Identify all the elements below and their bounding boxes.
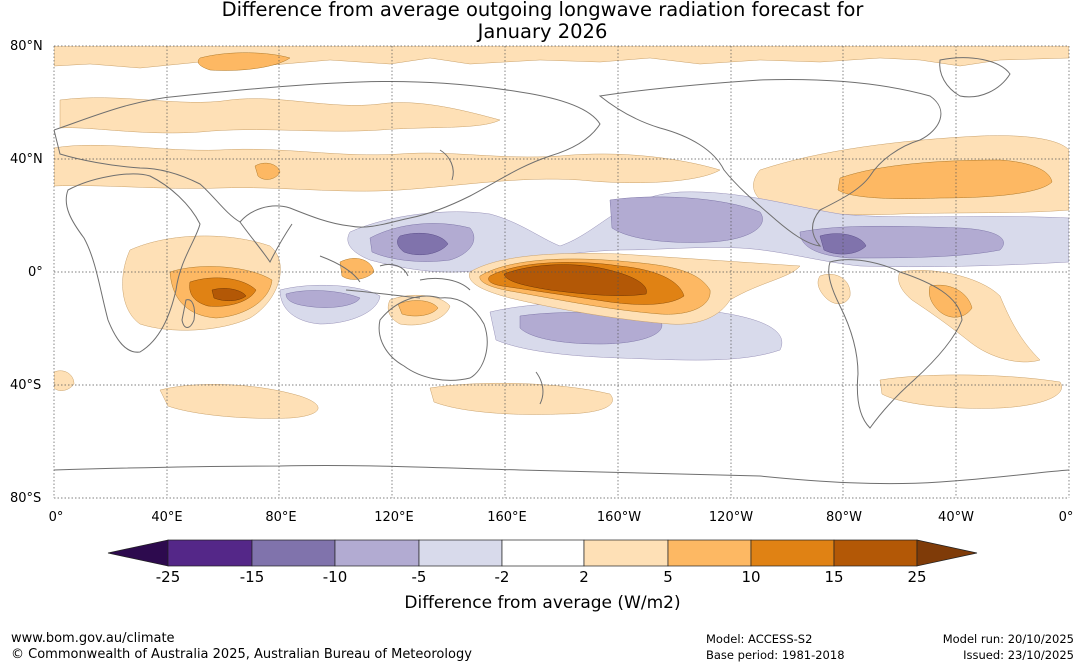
colorbar-swatch	[418, 539, 503, 567]
colorbar	[107, 539, 978, 567]
lon-label: 120°E	[374, 510, 414, 525]
anomaly-region	[159, 384, 319, 419]
coastline-australia	[378, 295, 488, 381]
coastline-antarctica	[54, 464, 1069, 485]
chart-title-line1: Difference from average outgoing longwav…	[221, 0, 864, 21]
colorbar-tick: -5	[411, 568, 427, 586]
colorbar-tick: -2	[494, 568, 510, 586]
colorbar-tick: 2	[579, 568, 589, 586]
lat-label: 80°S	[10, 491, 42, 506]
colorbar-tick: -25	[155, 568, 181, 586]
anomaly-field	[54, 46, 1069, 498]
coastline-north-america	[598, 79, 942, 247]
anomaly-region	[211, 288, 247, 301]
colorbar-extend-max	[916, 539, 978, 567]
colorbar-tick: 25	[907, 568, 927, 586]
anomaly-region	[254, 162, 281, 180]
anomaly-region	[54, 370, 75, 391]
lat-label: 80°N	[10, 39, 43, 54]
anomaly-region	[397, 300, 439, 317]
colorbar-tick: 15	[824, 568, 844, 586]
anomaly-region	[397, 233, 449, 255]
footer-model: Model: ACCESS-S2	[706, 632, 813, 646]
colorbar-tick: 10	[741, 568, 761, 586]
colorbar-tick: 5	[663, 568, 673, 586]
colorbar-swatch	[583, 539, 669, 567]
lon-label: 120°W	[708, 510, 754, 525]
coastline-greenland	[939, 57, 1011, 98]
anomaly-region	[503, 264, 647, 296]
footer-copyright: © Commonwealth of Australia 2025, Austra…	[11, 647, 472, 662]
anomaly-region	[429, 382, 613, 415]
lon-label: 160°E	[487, 510, 527, 525]
coastline-south-america	[828, 259, 963, 429]
lon-label: 80°E	[265, 510, 297, 525]
lon-label: 160°W	[596, 510, 642, 525]
coastline-new-zealand	[535, 371, 544, 405]
colorbar-tick: -10	[322, 568, 348, 586]
anomaly-region	[54, 46, 1069, 69]
colorbar-label: Difference from average (W/m2)	[404, 593, 681, 613]
lon-label: 80°W	[826, 510, 862, 525]
coastline-new-guinea	[419, 277, 471, 291]
footer-model-run: Model run: 20/10/2025	[942, 632, 1074, 646]
graticule	[53, 45, 1070, 499]
lon-label: 40°E	[151, 510, 183, 525]
anomaly-region	[54, 144, 721, 192]
colorbar-swatch	[833, 539, 918, 567]
coastline-africa	[65, 173, 201, 353]
lon-label: 0°	[48, 510, 64, 525]
colorbar-swatch	[750, 539, 835, 567]
coastline-japan	[439, 149, 454, 181]
anomaly-region	[879, 374, 1062, 409]
anomaly-region	[609, 196, 763, 243]
footer-issued: Issued: 23/10/2025	[963, 648, 1074, 662]
footer-url: www.bom.gov.au/climate	[11, 631, 175, 646]
coastline-madagascar	[181, 299, 195, 328]
anomaly-region	[817, 274, 851, 304]
lon-label: 40°W	[938, 510, 974, 525]
coastline-eurasia	[54, 80, 601, 228]
anomaly-region	[285, 290, 361, 308]
lat-label: 40°S	[10, 378, 42, 393]
lat-label: 0°	[28, 265, 43, 280]
lon-label: 0°	[1058, 510, 1074, 525]
footer-base-period: Base period: 1981-2018	[706, 648, 845, 662]
coastline-india	[239, 221, 293, 263]
anomaly-region	[197, 52, 291, 71]
anomaly-region	[819, 233, 867, 255]
colorbar-extend-min	[107, 539, 169, 567]
colorbar-swatch	[667, 539, 752, 567]
coastlines	[54, 57, 1069, 485]
anomaly-region	[837, 159, 1053, 199]
colorbar-swatch	[334, 539, 420, 567]
lat-label: 40°N	[10, 152, 43, 167]
colorbar-swatch	[501, 539, 585, 567]
anomaly-region	[929, 284, 973, 318]
colorbar-swatch	[251, 539, 336, 567]
anomaly-region	[59, 97, 501, 134]
chart-title-line2: January 2026	[477, 20, 608, 43]
colorbar-tick: -15	[239, 568, 265, 586]
colorbar-swatch	[167, 539, 253, 567]
